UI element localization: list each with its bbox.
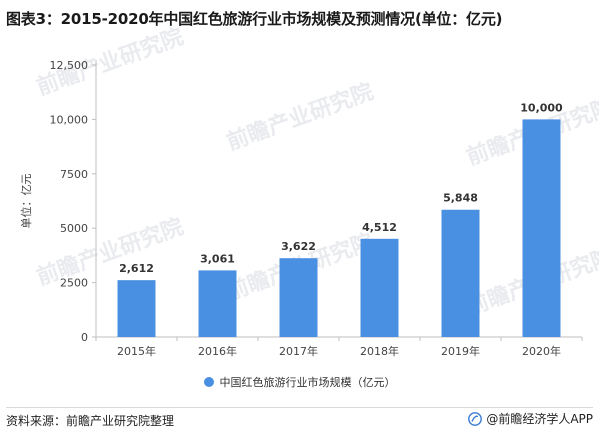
- y-axis-title: 单位：亿元: [19, 174, 33, 229]
- bar: [522, 119, 561, 338]
- bar: [117, 280, 156, 337]
- x-tick-label: 2017年: [279, 344, 318, 358]
- watermark-text: 前瞻产业研究院: [33, 214, 187, 291]
- legend-swatch: [203, 377, 214, 387]
- x-tick-label: 2018年: [360, 344, 399, 358]
- y-tick-label: 12,500: [50, 59, 89, 72]
- chart-title: 图表3：2015-2020年中国红色旅游行业市场规模及预测情况(单位：亿元): [6, 10, 503, 28]
- chart-legend: 中国红色旅游行业市场规模（亿元）: [0, 374, 599, 390]
- footer-divider: [6, 407, 593, 408]
- y-tick-label: 0: [81, 331, 88, 344]
- x-tick-label: 2016年: [198, 344, 237, 358]
- bar-value-label: 10,000: [520, 101, 563, 114]
- y-tick-label: 2500: [60, 277, 88, 290]
- bar-value-label: 4,512: [362, 221, 397, 234]
- y-tick-label: 7500: [60, 168, 88, 181]
- bar-value-label: 3,061: [200, 252, 235, 265]
- bar-value-label: 2,612: [119, 262, 154, 275]
- y-tick-label: 10,000: [50, 113, 89, 126]
- watermark-text: 前瞻产业研究院: [223, 79, 377, 156]
- bar: [279, 258, 318, 337]
- brand-label: @前瞻经济学人APP: [486, 412, 593, 426]
- bar: [198, 270, 237, 337]
- x-tick-label: 2015年: [117, 344, 156, 358]
- x-tick-label: 2019年: [441, 344, 480, 358]
- source-note: 资料来源：前瞻产业研究院整理: [6, 414, 175, 428]
- brand-credit: @前瞻经济学人APP: [468, 410, 593, 427]
- brand-logo-icon: [468, 411, 483, 426]
- bar: [441, 209, 480, 337]
- bar: [360, 238, 399, 337]
- bar-value-label: 3,622: [281, 240, 316, 253]
- bar-value-label: 5,848: [443, 192, 478, 205]
- legend-label: 中国红色旅游行业市场规模（亿元）: [219, 376, 396, 389]
- y-tick-label: 5000: [60, 222, 88, 235]
- x-tick-label: 2020年: [522, 344, 561, 358]
